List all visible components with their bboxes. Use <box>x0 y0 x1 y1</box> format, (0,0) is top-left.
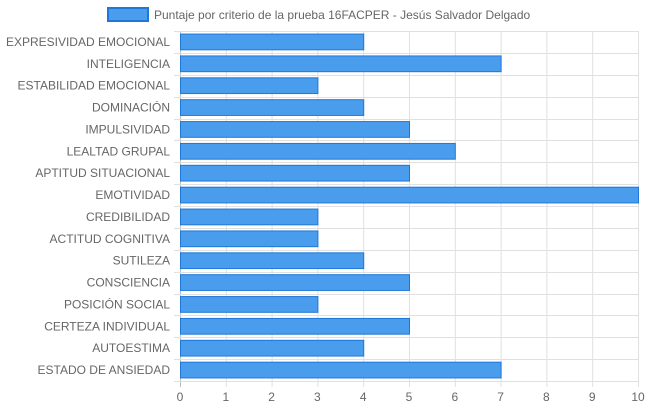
y-tick-label: ESTABILIDAD EMOCIONAL <box>18 79 171 93</box>
bar[interactable] <box>180 55 502 73</box>
y-tick-label: EXPRESIVIDAD EMOCIONAL <box>6 35 170 49</box>
y-axis-labels: EXPRESIVIDAD EMOCIONAL INTELIGENCIA ESTABI… <box>6 35 170 377</box>
bar[interactable] <box>180 230 319 248</box>
grid <box>174 31 639 387</box>
bar[interactable] <box>180 339 365 357</box>
y-tick-label: APTITUD SITUACIONAL <box>35 166 170 180</box>
y-tick-label: ESTADO DE ANSIEDAD <box>38 363 171 377</box>
bars <box>180 33 639 379</box>
y-tick-label: CERTEZA INDIVIDUAL <box>44 319 170 333</box>
y-tick-label: IMPULSIVIDAD <box>85 122 170 136</box>
y-tick-label: SUTILEZA <box>113 254 170 268</box>
legend-swatch <box>107 7 149 22</box>
bar[interactable] <box>180 121 410 138</box>
y-tick-label: LEALTAD GRUPAL <box>67 144 171 158</box>
x-axis-labels: 0 1 2 3 4 5 6 7 8 9 10 <box>177 390 645 404</box>
x-tick-label: 7 <box>497 390 504 404</box>
bar[interactable] <box>180 208 319 226</box>
y-tick-label: AUTOESTIMA <box>92 341 170 355</box>
x-tick-label: 9 <box>589 390 596 404</box>
x-tick-label: 0 <box>177 390 184 404</box>
x-tick-label: 2 <box>268 390 275 404</box>
bar[interactable] <box>180 252 365 270</box>
bar[interactable] <box>180 186 639 204</box>
x-tick-label: 1 <box>222 390 229 404</box>
bar[interactable] <box>180 99 365 116</box>
x-tick-label: 8 <box>543 390 550 404</box>
x-tick-label: 4 <box>360 390 367 404</box>
legend-label: Puntaje por criterio de la prueba 16FACP… <box>154 8 531 22</box>
y-tick-label: DOMINACIÓN <box>92 100 170 115</box>
y-tick-label: ACTITUD COGNITIVA <box>50 232 170 246</box>
y-tick-label: CREDIBILIDAD <box>86 210 170 224</box>
x-tick-label: 3 <box>314 390 321 404</box>
bar[interactable] <box>180 164 410 182</box>
y-tick-label: POSICIÓN SOCIAL <box>64 296 170 311</box>
bar[interactable] <box>180 142 456 160</box>
bar[interactable] <box>180 33 365 51</box>
bar[interactable] <box>180 317 410 335</box>
y-tick-label: EMOTIVIDAD <box>95 188 170 202</box>
legend[interactable]: Puntaje por criterio de la prueba 16FACP… <box>107 7 531 22</box>
x-tick-label: 5 <box>406 390 413 404</box>
bar[interactable] <box>180 77 319 95</box>
x-tick-label: 6 <box>451 390 458 404</box>
bar[interactable] <box>180 274 410 291</box>
y-tick-label: INTELIGENCIA <box>87 57 170 71</box>
y-tick-label: CONSCIENCIA <box>87 276 170 290</box>
x-tick-label: 10 <box>631 390 645 404</box>
bar[interactable] <box>180 361 502 379</box>
bar[interactable] <box>180 296 319 313</box>
